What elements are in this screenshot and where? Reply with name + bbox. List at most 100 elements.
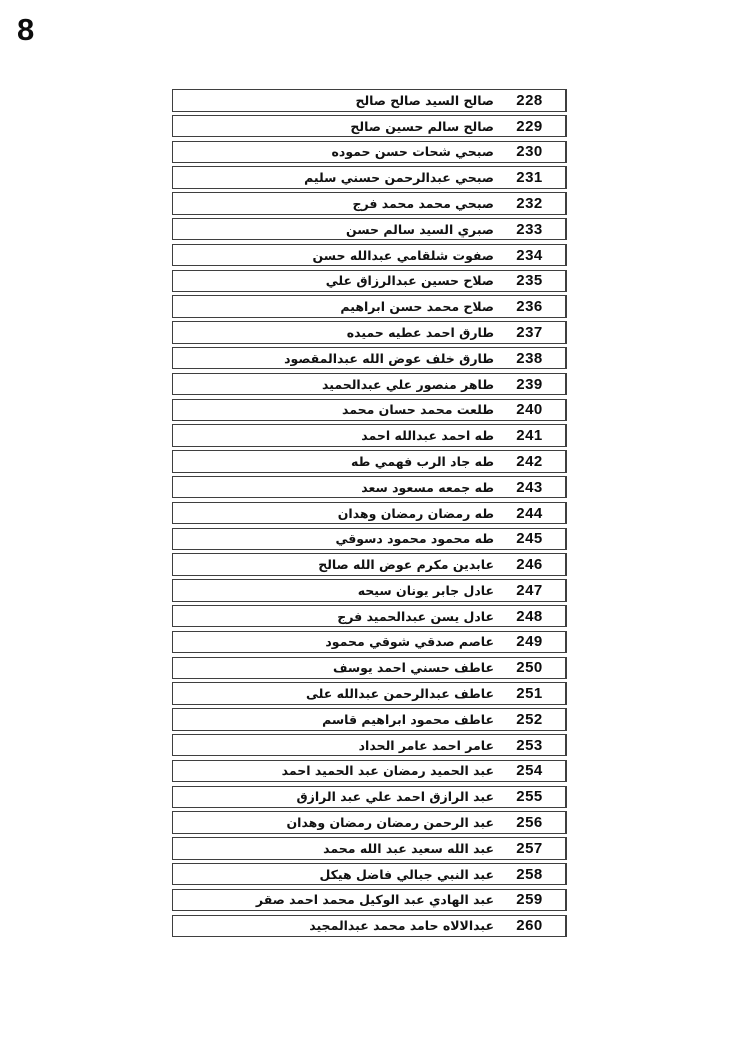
row-number: 235 [494, 270, 566, 292]
person-name: عاطف عبدالرحمن عبدالله على [305, 686, 494, 702]
person-name: عبد الحميد رمضان عبد الحميد احمد [281, 763, 494, 779]
person-name: طارق خلف عوض الله عبدالمقصود [284, 350, 494, 366]
table-row: عبد الحميد رمضان عبد الحميد احمد 254 [172, 759, 567, 783]
person-name: عبدالالاه حامد محمد عبدالمجيد [309, 918, 494, 934]
person-name: عبد الرازق احمد علي عبد الرازق [296, 789, 495, 805]
table-row: عبد الرحمن رمضان رمضان وهدان 256 [172, 811, 567, 834]
row-number: 243 [494, 476, 566, 498]
row-number: 251 [494, 683, 566, 704]
table-row: طلعت محمد حسان محمد 240 [172, 398, 567, 422]
table-row: طه جمعه مسعود سعد 243 [172, 475, 567, 499]
table-row: صالح السيد صالح صالح 228 [172, 89, 567, 112]
table-row: عبد الرازق احمد علي عبد الرازق 255 [172, 785, 567, 809]
person-name: عبد الهادي عبد الوكيل محمد احمد صقر [255, 892, 494, 908]
row-number: 246 [494, 554, 566, 575]
person-name: عاطف محمود ابراهيم قاسم [322, 711, 494, 727]
row-number: 240 [494, 399, 566, 421]
table-row: عادل يسن عبدالحميد فرج 248 [172, 604, 567, 628]
person-name: صبحي شحات حسن حموده [331, 144, 494, 160]
table-row: عادل جابر يونان سيحه 247 [172, 579, 567, 602]
row-number: 238 [494, 347, 566, 369]
person-name: طه رمضان رمضان وهدان [337, 505, 494, 521]
table-row: عاطف عبدالرحمن عبدالله على 251 [172, 682, 567, 705]
table-row: صبحي عبدالرحمن حسني سليم 231 [172, 166, 567, 189]
person-name: صبحي محمد محمد فرج [352, 195, 494, 211]
table-row: عاصم صدقي شوقي محمود 249 [172, 630, 567, 654]
row-number: 256 [494, 812, 566, 833]
table-row: صلاح حسين عبدالرزاق علي 235 [172, 269, 567, 293]
row-number: 254 [494, 760, 566, 782]
table-row: صبري السيد سالم حسن 233 [172, 217, 567, 241]
table-row: طارق احمد عطيه حميده 237 [172, 321, 567, 344]
person-name: طه جمعه مسعود سعد [361, 479, 494, 495]
person-name: صلاح محمد حسن ابراهيم [340, 299, 494, 315]
row-number: 247 [494, 580, 566, 601]
table-row: عاطف حسني احمد يوسف 250 [172, 656, 567, 680]
table-row: صبحي شحات حسن حموده 230 [172, 140, 567, 164]
person-name: عاطف حسني احمد يوسف [332, 660, 494, 676]
row-number: 241 [494, 425, 566, 446]
person-name: طاهر منصور علي عبدالحميد [322, 376, 494, 392]
person-name: صبحي عبدالرحمن حسني سليم [304, 170, 494, 186]
table-row: عامر احمد عامر الحداد 253 [172, 733, 567, 757]
table-row: طاهر منصور علي عبدالحميد 239 [172, 372, 567, 396]
person-name: صفوت شلقامي عبدالله حسن [312, 247, 494, 263]
row-number: 236 [494, 296, 566, 317]
row-number: 255 [494, 786, 566, 808]
row-number: 233 [494, 218, 566, 240]
table-row: صلاح محمد حسن ابراهيم 236 [172, 295, 567, 318]
person-name: عادل جابر يونان سيحه [357, 582, 494, 598]
table-row: صالح سالم حسين صالح 229 [172, 114, 567, 138]
row-number: 249 [494, 631, 566, 653]
person-name: عادل يسن عبدالحميد فرج [337, 608, 494, 624]
person-name: عاصم صدقي شوقي محمود [325, 634, 494, 650]
table-row: عاطف محمود ابراهيم قاسم 252 [172, 708, 567, 731]
row-number: 234 [494, 244, 566, 266]
table-row: طه رمضان رمضان وهدان 244 [172, 501, 567, 525]
row-number: 232 [494, 193, 566, 214]
table-row: صفوت شلقامي عبدالله حسن 234 [172, 243, 567, 267]
row-number: 248 [494, 605, 566, 627]
row-number: 260 [494, 915, 566, 936]
table-row: عبد الله سعيد عبد الله محمد 257 [172, 837, 567, 860]
row-number: 237 [494, 322, 566, 343]
table-row: عابدين مكرم عوض الله صالح 246 [172, 553, 567, 576]
table-row: عبد الهادي عبد الوكيل محمد احمد صقر 259 [172, 888, 567, 912]
person-name: طه احمد عبدالله احمد [361, 428, 494, 444]
person-name: صالح السيد صالح صالح [355, 92, 494, 108]
person-name: طلعت محمد حسان محمد [341, 402, 494, 418]
table-row: طه احمد عبدالله احمد 241 [172, 424, 567, 447]
row-number: 245 [494, 528, 566, 550]
table-row: طه جاد الرب فهمي طه 242 [172, 450, 567, 473]
person-name: طه محمود محمود دسوقي [335, 531, 494, 547]
row-number: 259 [494, 889, 566, 911]
names-table: صالح السيد صالح صالح 228 صالح سالم حسين … [172, 89, 567, 940]
person-name: عبد الرحمن رمضان رمضان وهدان [286, 815, 494, 831]
row-number: 252 [494, 709, 566, 730]
table-row: طه محمود محمود دسوقي 245 [172, 527, 567, 551]
table-row: صبحي محمد محمد فرج 232 [172, 192, 567, 215]
row-number: 250 [494, 657, 566, 679]
person-name: صبري السيد سالم حسن [346, 221, 494, 237]
row-number: 258 [494, 863, 566, 885]
person-name: عابدين مكرم عوض الله صالح [318, 557, 494, 573]
person-name: عبد النبي جبالي فاضل هيكل [319, 866, 494, 882]
page-number: 8 [17, 12, 35, 47]
person-name: عامر احمد عامر الحداد [358, 737, 494, 753]
person-name: عبد الله سعيد عبد الله محمد [323, 840, 494, 856]
person-name: طارق احمد عطيه حميده [346, 324, 494, 340]
row-number: 244 [494, 502, 566, 524]
row-number: 230 [494, 141, 566, 163]
row-number: 239 [494, 373, 566, 395]
person-name: صلاح حسين عبدالرزاق علي [325, 273, 494, 289]
row-number: 228 [494, 90, 566, 111]
row-number: 242 [494, 451, 566, 472]
row-number: 257 [494, 838, 566, 859]
person-name: صالح سالم حسين صالح [350, 118, 494, 134]
table-row: عبد النبي جبالي فاضل هيكل 258 [172, 862, 567, 886]
row-number: 253 [494, 734, 566, 756]
table-row: عبدالالاه حامد محمد عبدالمجيد 260 [172, 914, 567, 937]
person-name: طه جاد الرب فهمي طه [350, 453, 494, 469]
table-row: طارق خلف عوض الله عبدالمقصود 238 [172, 346, 567, 370]
row-number: 231 [494, 167, 566, 188]
